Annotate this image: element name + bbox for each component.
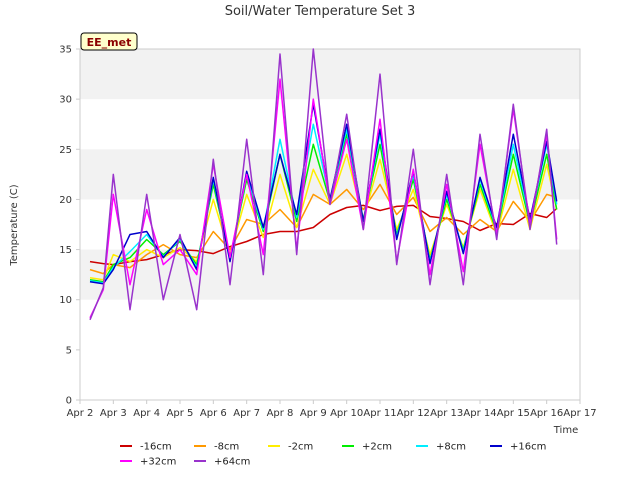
x-tick-label: Apr 11	[363, 408, 396, 419]
x-tick-label: Apr 14	[463, 408, 496, 419]
legend-label: +2cm	[362, 442, 392, 453]
x-axis-ticks: Apr 2 Apr 3 Apr 4 Apr 5 Apr 6 Apr 7 Apr 8 Apr 9…	[67, 400, 597, 419]
x-tick-label: Apr 6	[200, 408, 227, 419]
legend-label: -16cm	[140, 442, 172, 453]
legend-label: -8cm	[214, 442, 239, 453]
x-tick-label: Apr 7	[233, 408, 260, 419]
y-tick-label: 25	[59, 145, 72, 156]
x-tick-label: Apr 2	[67, 408, 94, 419]
y-axis-label: Temperature (C)	[9, 184, 20, 266]
x-tick-label: Apr 3	[100, 408, 127, 419]
series-line-7	[89, 48, 558, 321]
x-tick-label: Apr 17	[563, 408, 596, 419]
station-badge: EE_met	[80, 32, 138, 51]
series-line-1	[89, 183, 557, 275]
series-layer	[89, 48, 558, 321]
legend-label: +16cm	[510, 442, 546, 453]
y-tick-label: 20	[59, 195, 72, 206]
x-axis-label: Time	[553, 425, 578, 436]
plot-frame	[79, 48, 581, 401]
y-tick-label: 10	[59, 295, 72, 306]
x-tick-label: Apr 16	[530, 408, 563, 419]
y-tick-label: 15	[59, 245, 72, 256]
station-badge-box	[80, 32, 138, 51]
legend-label: +64cm	[214, 457, 250, 468]
x-tick-label: Apr 9	[300, 408, 327, 419]
y-tick-label: 35	[59, 45, 72, 56]
legend-label: -2cm	[288, 442, 313, 453]
x-tick-label: Apr 4	[133, 408, 160, 419]
x-tick-label: Apr 8	[267, 408, 294, 419]
x-tick-label: Apr 5	[167, 408, 194, 419]
legend-label: +8cm	[436, 442, 466, 453]
grid-band-1	[80, 149, 580, 200]
legend: -16cm -8cm -2cm +2cm +8cm +16cm +32cm +64cm	[120, 442, 546, 468]
x-tick-label: Apr 13	[430, 408, 463, 419]
grid-band-2	[80, 49, 580, 100]
x-tick-label: Apr 12	[397, 408, 430, 419]
chart-title: Soil/Water Temperature Set 3	[225, 4, 416, 19]
y-axis-ticks: 0 5 10 15 20 25 30 35	[59, 45, 80, 407]
x-tick-label: Apr 15	[497, 408, 530, 419]
y-tick-label: 30	[59, 95, 72, 106]
series-line-6	[89, 78, 558, 319]
x-tick-label: Apr 10	[330, 408, 363, 419]
grid-bands	[80, 49, 580, 300]
y-tick-label: 5	[66, 345, 72, 356]
y-tick-label: 0	[66, 396, 72, 407]
legend-label: +32cm	[140, 457, 176, 468]
station-badge-label: EE_met	[87, 36, 132, 49]
